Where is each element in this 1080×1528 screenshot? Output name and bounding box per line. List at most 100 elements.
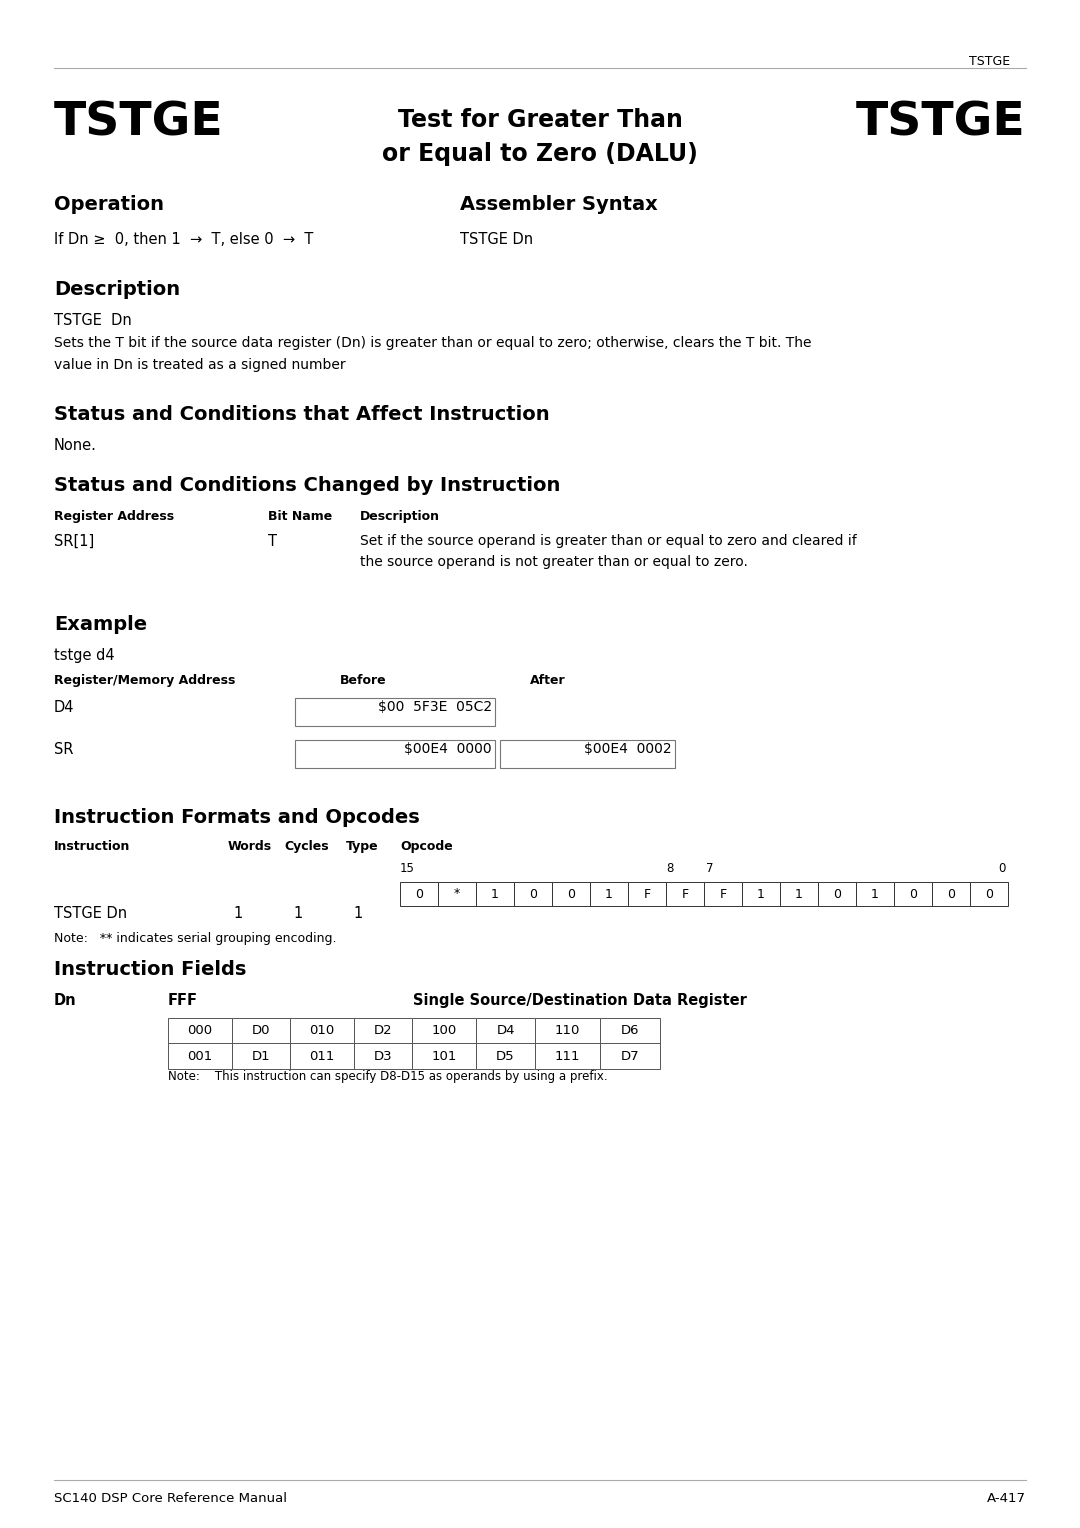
Bar [291,1018,354,1044]
Bar [411,1044,476,1070]
Text: 0: 0 [999,862,1005,876]
Text: SR: SR [54,743,73,756]
Text: TSTGE Dn: TSTGE Dn [460,232,534,248]
Bar [168,1018,232,1044]
Text: Register/Memory Address: Register/Memory Address [54,674,235,688]
Text: F: F [719,888,727,900]
Text: SC140 DSP Core Reference Manual: SC140 DSP Core Reference Manual [54,1491,287,1505]
Text: 010: 010 [309,1024,335,1038]
Text: D4: D4 [496,1024,515,1038]
Text: $00  5F3E  05C2: $00 5F3E 05C2 [378,700,492,714]
Text: TSTGE: TSTGE [969,55,1010,69]
Text: 1: 1 [353,906,363,921]
Text: D6: D6 [621,1024,639,1038]
Text: 1: 1 [795,888,802,900]
Text: 15: 15 [400,862,415,876]
Text: TSTGE: TSTGE [54,99,224,145]
Text: Type: Type [346,840,379,853]
Text: Opcode: Opcode [400,840,453,853]
Bar [232,1018,291,1044]
Bar [476,1018,535,1044]
Text: Test for Greater Than
or Equal to Zero (DALU): Test for Greater Than or Equal to Zero (… [382,108,698,165]
Text: 1: 1 [605,888,613,900]
Text: After: After [530,674,566,688]
Text: Cycles: Cycles [284,840,328,853]
Text: F: F [644,888,650,900]
Bar [666,882,704,906]
Text: $00E4  0000: $00E4 0000 [404,743,492,756]
Text: D1: D1 [252,1050,270,1062]
Bar [818,882,856,906]
Bar [856,882,894,906]
Bar [295,698,495,726]
Bar [627,882,666,906]
Text: Before: Before [340,674,387,688]
Text: 8: 8 [666,862,673,876]
Text: Operation: Operation [54,196,164,214]
Text: 0: 0 [985,888,993,900]
Text: Status and Conditions Changed by Instruction: Status and Conditions Changed by Instruc… [54,477,561,495]
Text: 0: 0 [833,888,841,900]
Bar [354,1018,411,1044]
Text: None.: None. [54,439,97,452]
Bar [295,740,495,769]
Text: 110: 110 [555,1024,580,1038]
Text: D5: D5 [496,1050,515,1062]
Bar [552,882,590,906]
Text: Status and Conditions that Affect Instruction: Status and Conditions that Affect Instru… [54,405,550,423]
Bar [514,882,552,906]
Text: 101: 101 [431,1050,457,1062]
Bar [476,1044,535,1070]
Bar [500,740,675,769]
Text: 1: 1 [233,906,243,921]
Bar [600,1044,660,1070]
Text: tstge d4: tstge d4 [54,648,114,663]
Bar [232,1044,291,1070]
Text: 0: 0 [415,888,423,900]
Text: Dn: Dn [54,993,77,1008]
Text: Instruction Formats and Opcodes: Instruction Formats and Opcodes [54,808,420,827]
Text: 1: 1 [757,888,765,900]
Bar [354,1044,411,1070]
Text: Sets the T bit if the source data register (Dn) is greater than or equal to zero: Sets the T bit if the source data regist… [54,336,811,371]
Bar [970,882,1008,906]
Text: 000: 000 [188,1024,213,1038]
Bar [291,1044,354,1070]
Text: Assembler Syntax: Assembler Syntax [460,196,658,214]
Bar [600,1018,660,1044]
Bar [590,882,627,906]
Bar [476,882,514,906]
Text: D2: D2 [374,1024,392,1038]
Bar [742,882,780,906]
Text: A-417: A-417 [987,1491,1026,1505]
Text: Register Address: Register Address [54,510,174,523]
Text: Bit Name: Bit Name [268,510,333,523]
Text: 0: 0 [909,888,917,900]
Text: TSTGE Dn: TSTGE Dn [54,906,127,921]
Text: 0: 0 [567,888,575,900]
Text: FFF: FFF [168,993,198,1008]
Bar [400,882,438,906]
Bar [780,882,818,906]
Text: 111: 111 [555,1050,580,1062]
Text: Words: Words [228,840,272,853]
Bar [438,882,476,906]
Text: Example: Example [54,614,147,634]
Text: D0: D0 [252,1024,270,1038]
Bar [894,882,932,906]
Text: F: F [681,888,689,900]
Text: Description: Description [54,280,180,299]
Text: If Dn ≥  0, then 1  →  T, else 0  →  T: If Dn ≥ 0, then 1 → T, else 0 → T [54,232,313,248]
Text: D4: D4 [54,700,75,715]
Bar [704,882,742,906]
Text: 0: 0 [529,888,537,900]
Text: *: * [454,888,460,900]
Text: 011: 011 [309,1050,335,1062]
Text: 100: 100 [431,1024,457,1038]
Text: D7: D7 [621,1050,639,1062]
Text: Description: Description [360,510,440,523]
Bar [535,1018,600,1044]
Bar [168,1044,232,1070]
Text: 1: 1 [294,906,302,921]
Text: D3: D3 [374,1050,392,1062]
